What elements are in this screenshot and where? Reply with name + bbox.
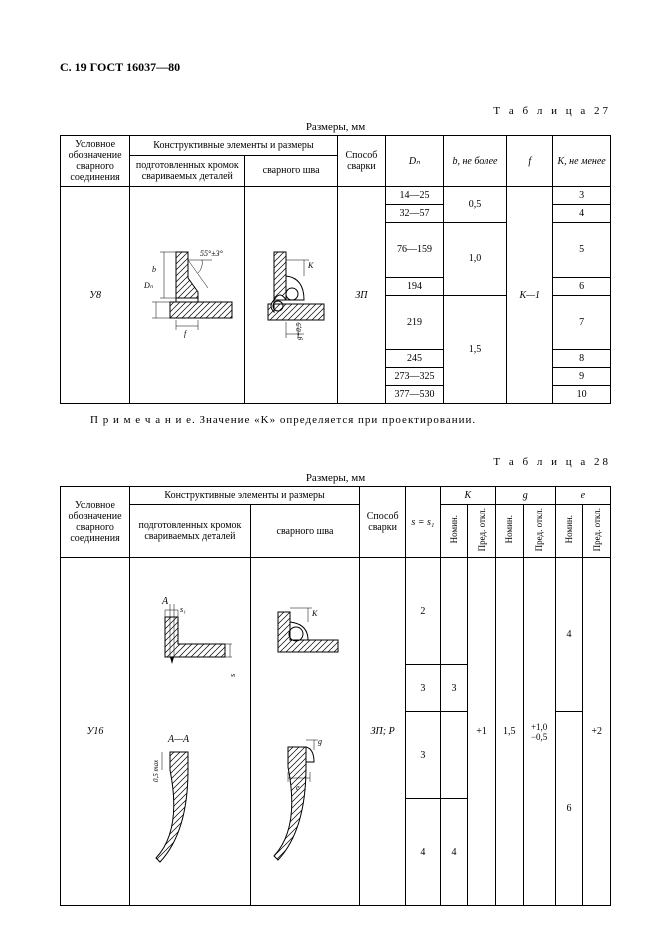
svg-text:Dₙ: Dₙ — [143, 281, 154, 290]
th-method: Способ сварки — [337, 136, 385, 187]
th-f: f — [507, 136, 553, 187]
svg-text:e: e — [296, 783, 300, 792]
cell-d: 14—25 — [386, 187, 444, 205]
cell-knom — [440, 712, 468, 799]
svg-text:g: g — [318, 737, 322, 746]
diagram-weld-28: K g e — [250, 558, 359, 906]
cell-d: 273—325 — [386, 368, 444, 386]
cell-d: 219 — [386, 295, 444, 350]
cell-gnom: 1,5 — [495, 558, 523, 906]
th-nom: Номин. — [555, 505, 583, 558]
svg-text:A: A — [161, 596, 169, 607]
svg-text:f: f — [184, 329, 188, 338]
cell-b: 0,5 — [443, 187, 506, 223]
cell-k: 8 — [553, 350, 611, 368]
svg-text:A—A: A—A — [167, 734, 190, 745]
cell-enom: 6 — [555, 712, 583, 906]
cell-k: 10 — [553, 386, 611, 404]
cell-knom: 4 — [440, 799, 468, 906]
diagram-prep-28: A s₁ s A—A — [130, 558, 251, 906]
cell-b: 1,5 — [443, 295, 506, 404]
cell-k: 6 — [553, 277, 611, 295]
table27-label: Т а б л и ц а 27 — [60, 105, 611, 117]
cell-k: 3 — [553, 187, 611, 205]
th-b: b, не более — [443, 136, 506, 187]
table28-caption: Размеры, мм — [60, 472, 611, 484]
th-weld: сварного шва — [245, 155, 337, 186]
cell-d: 32—57 — [386, 205, 444, 223]
th-construct: Конструктивные элементы и размеры — [130, 136, 338, 156]
th-g: g — [495, 487, 555, 505]
note-27: П р и м е ч а н и е. Значение «K» опреде… — [90, 414, 611, 426]
th-prep: подготовленных кромок свариваемых детале… — [130, 155, 245, 186]
cell-d: 245 — [386, 350, 444, 368]
cell-method: ЗП — [337, 187, 385, 404]
cell-method: ЗП; Р — [360, 558, 406, 906]
cell-s: 3 — [406, 665, 441, 712]
th-nom: Номин. — [440, 505, 468, 558]
table27-caption: Размеры, мм — [60, 121, 611, 133]
th-tol: Пред. откл. — [583, 505, 611, 558]
th-designation: Условное обозначение сварного соединения — [61, 136, 130, 187]
cell-knom — [440, 558, 468, 665]
th-prep: подготовленных кромок свариваемых детале… — [130, 505, 251, 558]
cell-designation: У8 — [61, 187, 130, 404]
svg-text:b: b — [152, 265, 156, 274]
th-e: e — [555, 487, 610, 505]
cell-designation: У16 — [61, 558, 130, 906]
diagram-weld-27: K g+0,5 — [245, 187, 337, 404]
th-construct: Конструктивные элементы и размеры — [130, 487, 360, 505]
svg-text:K: K — [311, 609, 318, 618]
page-header: С. 19 ГОСТ 16037—80 — [60, 60, 611, 75]
cell-ktol: +1 — [468, 558, 496, 906]
svg-text:g+0,5: g+0,5 — [295, 323, 303, 340]
cell-gtol: +1,0 −0,5 — [523, 558, 555, 906]
th-tol: Пред. откл. — [468, 505, 496, 558]
th-nom: Номин. — [495, 505, 523, 558]
table-27: Условное обозначение сварного соединения… — [60, 135, 611, 404]
th-weld: сварного шва — [250, 505, 359, 558]
th-method: Способ сварки — [360, 487, 406, 558]
cell-etol: +2 — [583, 558, 611, 906]
th-tol: Пред. откл. — [523, 505, 555, 558]
table-28: Условное обозначение сварного соединения… — [60, 486, 611, 906]
cell-k: 7 — [553, 295, 611, 350]
svg-text:K: K — [307, 261, 314, 270]
cell-d: 76—159 — [386, 223, 444, 278]
cell-enom: 4 — [555, 558, 583, 712]
svg-text:s: s — [228, 674, 237, 677]
table28-label: Т а б л и ц а 28 — [60, 456, 611, 468]
cell-k: 5 — [553, 223, 611, 278]
cell-k: 4 — [553, 205, 611, 223]
cell-s: 4 — [406, 799, 441, 906]
svg-text:55°±3°: 55°±3° — [200, 249, 224, 258]
cell-s: 3 — [406, 712, 441, 799]
cell-d: 194 — [386, 277, 444, 295]
th-k: K, не менее — [553, 136, 611, 187]
diagram-prep-27: 55°±3° b Dₙ f — [130, 187, 245, 404]
cell-b: 1,0 — [443, 223, 506, 296]
cell-s: 2 — [406, 558, 441, 665]
cell-k: 9 — [553, 368, 611, 386]
svg-text:0,5 max: 0,5 max — [152, 759, 160, 782]
th-dn: Dₙ — [386, 136, 444, 187]
cell-d: 377—530 — [386, 386, 444, 404]
th-s: s = s₁ — [406, 487, 441, 558]
svg-text:s₁: s₁ — [180, 605, 186, 614]
cell-knom: 3 — [440, 665, 468, 712]
cell-f: K—1 — [507, 187, 553, 404]
th-K: K — [440, 487, 495, 505]
th-designation: Условное обозначение сварного соединения — [61, 487, 130, 558]
